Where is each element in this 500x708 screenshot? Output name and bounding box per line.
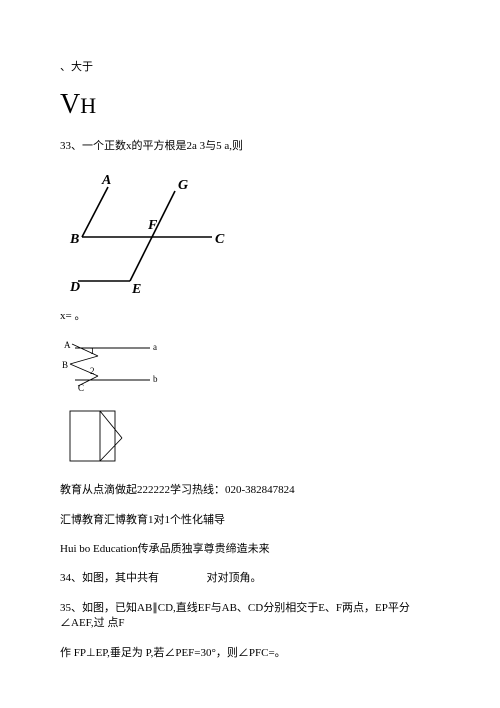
q34-b: 对对顶角。 [207, 572, 262, 584]
svg-text:E: E [131, 282, 141, 297]
footer-3: Hui bo Education传承品质独享尊贵缔造未来 [60, 542, 440, 557]
svg-text:C: C [215, 232, 225, 247]
svg-text:b: b [153, 374, 158, 384]
svg-text:D: D [69, 280, 80, 295]
h-char: H [80, 93, 96, 118]
svg-text:B: B [69, 232, 79, 247]
figure-1: A G B F C D E [60, 169, 440, 299]
q35b: 作 FP⊥EP,垂足为 P,若∠PEF=30°，则∠PFC=。 [60, 646, 440, 661]
v-char: V [60, 89, 80, 120]
vh-heading: VH [60, 89, 440, 121]
svg-text:2: 2 [90, 366, 95, 376]
figure-2: A B C a b 1 2 [60, 338, 440, 393]
x-equals: x= 。 [60, 309, 440, 324]
figure-3 [60, 403, 440, 473]
footer-1: 教育从点滴做起222222学习热线：020-382847824 [60, 483, 440, 498]
q34: 34、如图，其中共有 对对顶角。 [60, 571, 440, 586]
q35: 35、如图，已知AB∥CD,直线EF与AB、CD分别相交于E、F两点，EP平分∠… [60, 601, 440, 632]
top-text: 、大于 [60, 60, 440, 75]
q33-text: 33、一个正数x的平方根是2a 3与5 a,则 [60, 139, 440, 154]
svg-text:F: F [147, 218, 158, 233]
svg-text:1: 1 [90, 346, 95, 356]
svg-text:B: B [62, 360, 68, 370]
svg-text:G: G [178, 178, 188, 193]
footer-2: 汇博教育汇博教育1对1个性化辅导 [60, 513, 440, 528]
svg-text:a: a [153, 342, 157, 352]
svg-text:C: C [78, 383, 84, 393]
q34-a: 34、如图，其中共有 [60, 572, 159, 584]
svg-text:A: A [64, 340, 71, 350]
svg-text:A: A [101, 173, 111, 188]
